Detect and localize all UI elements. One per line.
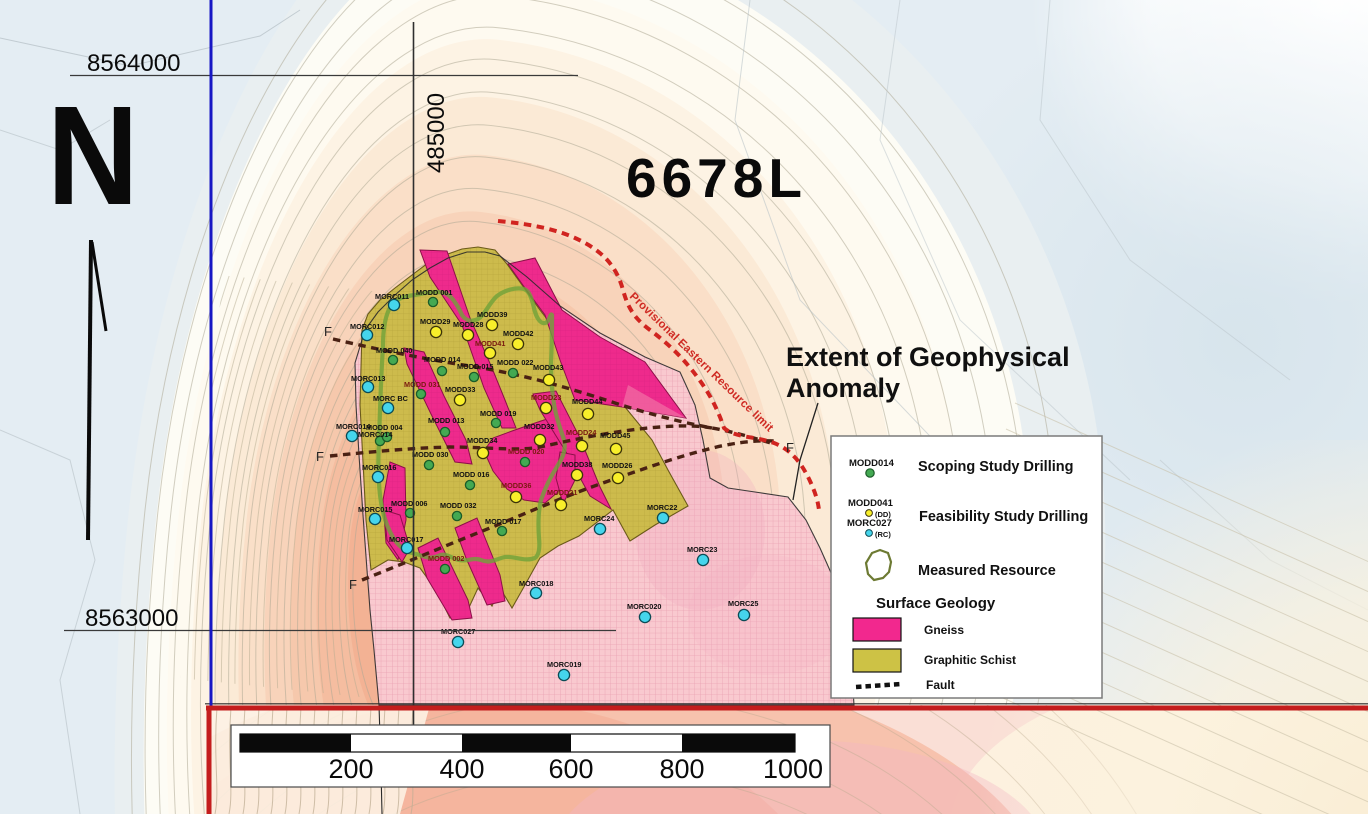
- svg-text:F: F: [316, 449, 324, 464]
- svg-text:6678L: 6678L: [626, 147, 807, 209]
- svg-text:MORC016: MORC016: [362, 463, 396, 472]
- svg-text:MORC012: MORC012: [350, 322, 384, 331]
- svg-text:Fault: Fault: [926, 678, 955, 692]
- svg-text:Measured Resource: Measured Resource: [918, 563, 1056, 579]
- svg-text:(RC): (RC): [875, 530, 891, 539]
- svg-text:800: 800: [659, 754, 704, 784]
- svg-text:N: N: [47, 78, 139, 235]
- svg-text:MODD 040: MODD 040: [376, 346, 413, 355]
- svg-text:MODD26: MODD26: [602, 461, 632, 470]
- svg-text:MODD014: MODD014: [849, 458, 895, 469]
- svg-text:MORC BC: MORC BC: [373, 394, 409, 403]
- svg-text:Surface Geology: Surface Geology: [876, 595, 996, 612]
- svg-text:Extent of Geophysical: Extent of Geophysical: [786, 342, 1070, 372]
- svg-text:200: 200: [328, 754, 373, 784]
- svg-text:MODD 030: MODD 030: [412, 450, 449, 459]
- svg-text:MORC014: MORC014: [358, 430, 393, 439]
- svg-text:MODD 016: MODD 016: [453, 470, 490, 479]
- svg-text:8563000: 8563000: [85, 605, 178, 632]
- svg-text:8564000: 8564000: [87, 50, 180, 77]
- svg-text:MORC013: MORC013: [351, 374, 385, 383]
- svg-text:600: 600: [548, 754, 593, 784]
- svg-text:400: 400: [439, 754, 484, 784]
- svg-text:MODD36: MODD36: [501, 481, 531, 490]
- svg-text:MORC014: MORC014: [336, 422, 371, 431]
- svg-text:MODD33: MODD33: [445, 385, 475, 394]
- svg-text:Gneiss: Gneiss: [924, 623, 964, 637]
- svg-text:MORC019: MORC019: [547, 660, 581, 669]
- svg-text:Scoping Study Drilling: Scoping Study Drilling: [918, 459, 1073, 475]
- svg-text:Graphitic Schist: Graphitic Schist: [924, 653, 1016, 667]
- svg-text:MODD 019: MODD 019: [480, 409, 517, 418]
- svg-text:MODD42: MODD42: [503, 329, 533, 338]
- svg-text:MODD 002: MODD 002: [428, 554, 465, 563]
- svg-text:MORC22: MORC22: [647, 503, 677, 512]
- svg-text:MODD 001: MODD 001: [416, 288, 453, 297]
- svg-text:F: F: [786, 440, 794, 455]
- svg-text:MODD21: MODD21: [547, 488, 577, 497]
- svg-text:MODD 013: MODD 013: [428, 416, 465, 425]
- svg-text:MODD 032: MODD 032: [440, 501, 477, 510]
- svg-text:MODD 015: MODD 015: [457, 362, 494, 371]
- svg-text:MORC027: MORC027: [847, 518, 892, 529]
- svg-text:MODD39: MODD39: [477, 310, 507, 319]
- svg-text:MODD 017: MODD 017: [485, 517, 522, 526]
- svg-text:MORC018: MORC018: [519, 579, 553, 588]
- svg-text:1000: 1000: [763, 754, 823, 784]
- svg-text:MODD 031: MODD 031: [404, 380, 441, 389]
- svg-text:MORC027: MORC027: [441, 627, 475, 636]
- svg-text:MODD 022: MODD 022: [497, 358, 534, 367]
- svg-text:MODD43: MODD43: [533, 363, 563, 372]
- svg-text:MORC011: MORC011: [375, 292, 409, 301]
- svg-text:MODD32: MODD32: [524, 422, 554, 431]
- svg-text:MODD 006: MODD 006: [391, 499, 428, 508]
- svg-text:MODD 020: MODD 020: [508, 447, 545, 456]
- svg-text:MORC017: MORC017: [389, 535, 423, 544]
- svg-text:MODD45: MODD45: [600, 431, 630, 440]
- svg-text:(DD): (DD): [875, 510, 891, 519]
- svg-text:F: F: [324, 324, 332, 339]
- svg-text:MORC020: MORC020: [627, 602, 661, 611]
- svg-text:MODD34: MODD34: [467, 436, 498, 445]
- svg-text:MODD44: MODD44: [572, 397, 603, 406]
- svg-text:MODD29: MODD29: [420, 317, 450, 326]
- svg-text:MORC24: MORC24: [584, 514, 615, 523]
- svg-text:MODD041: MODD041: [848, 498, 894, 509]
- svg-text:MODD28: MODD28: [453, 320, 483, 329]
- svg-text:MODD 004: MODD 004: [366, 423, 403, 432]
- svg-text:F: F: [349, 577, 357, 592]
- svg-text:MORC015: MORC015: [358, 505, 392, 514]
- svg-text:Feasibility Study Drilling: Feasibility Study Drilling: [919, 509, 1088, 525]
- svg-text:MODD23: MODD23: [531, 393, 561, 402]
- svg-text:MODD 014: MODD 014: [424, 355, 461, 364]
- svg-text:MODD38: MODD38: [562, 460, 592, 469]
- svg-text:MORC23: MORC23: [687, 545, 717, 554]
- svg-text:MORC25: MORC25: [728, 599, 758, 608]
- svg-text:MODD24: MODD24: [566, 428, 597, 437]
- svg-text:MODD41: MODD41: [475, 339, 505, 348]
- svg-text:485000: 485000: [423, 93, 450, 173]
- svg-text:Anomaly: Anomaly: [786, 373, 900, 403]
